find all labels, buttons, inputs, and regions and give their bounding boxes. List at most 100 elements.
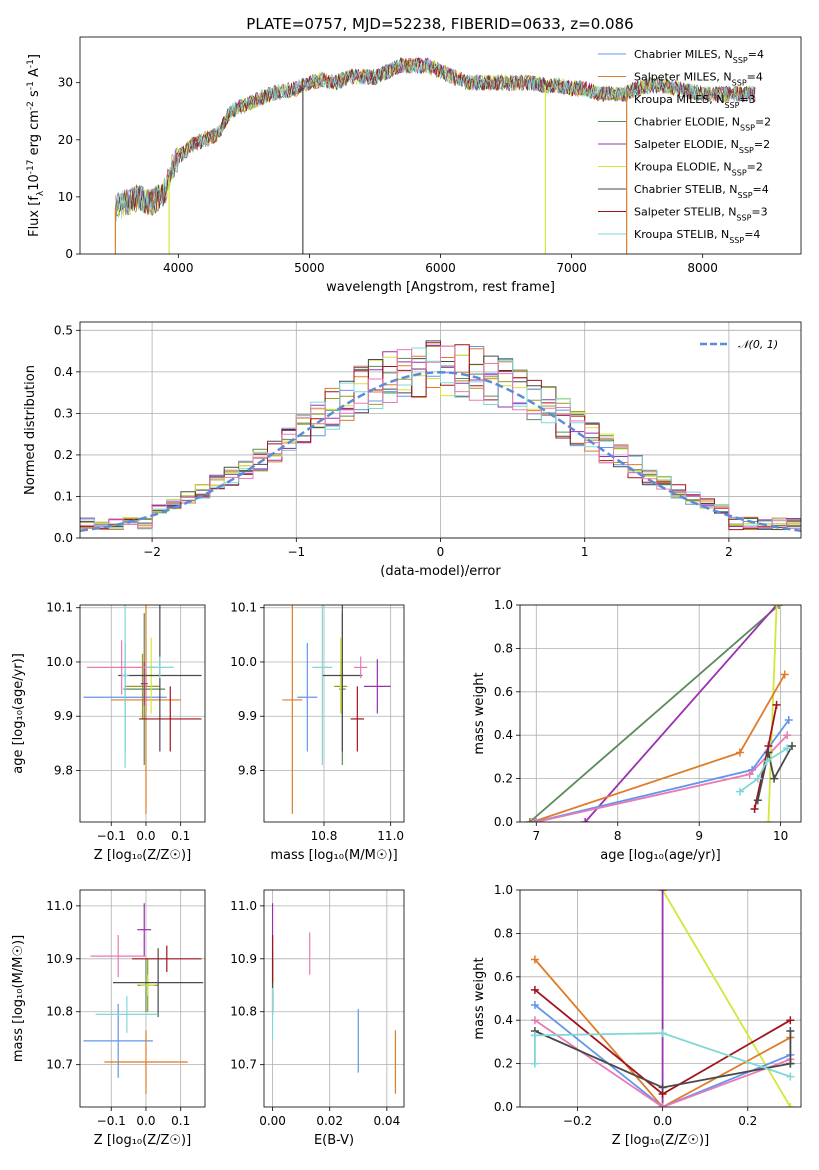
- x-tick-label: 0.0: [136, 1114, 155, 1128]
- y-tick-label: 10.9: [230, 952, 257, 966]
- y-axis-label-part: 10: [27, 174, 42, 191]
- weight-marker: [530, 1016, 539, 1025]
- panel-z-age: −0.1 0.0 0.1 9.8 9.9 10.0 10.1 Z [log₁₀(Z/Z☉)] a…: [11, 601, 206, 863]
- x-tick-label: 7: [532, 829, 540, 843]
- y-axis-label: mass weight: [472, 672, 487, 754]
- x-tick-label: 6000: [425, 261, 456, 275]
- x-tick-label: 8: [614, 829, 622, 843]
- weight-line: [739, 747, 788, 793]
- weight-marker: [788, 742, 797, 751]
- y-tick-label: 10.8: [230, 1005, 257, 1019]
- weight-marker: [658, 1103, 667, 1107]
- errorbar-point: [83, 1003, 153, 1078]
- y-axis-label-part: ]: [27, 54, 42, 59]
- weight-marker: [658, 1083, 667, 1092]
- y-axis-label-part: -17: [26, 160, 36, 175]
- x-tick-label: 0.0: [136, 829, 155, 843]
- weight-marker: [770, 774, 779, 783]
- y-tick-label: 0.0: [494, 815, 513, 829]
- weight-marker: [530, 818, 539, 822]
- x-tick-label: 8000: [687, 261, 718, 275]
- weight-line: [767, 605, 778, 822]
- weight-marker: [786, 1072, 795, 1081]
- x-tick-label: 0.02: [316, 1114, 343, 1128]
- panel-mass-age: 10.8 11.0 9.8 9.9 10.0 10.1 mass [log₁₀(M/M☉)]: [230, 601, 405, 863]
- legend-suffix: =2: [755, 116, 771, 129]
- errorbar-point: [145, 656, 174, 679]
- weight-marker: [762, 757, 771, 766]
- legend-suffix: =2: [754, 138, 770, 151]
- legend-subscript: SSP: [732, 78, 747, 87]
- y-axis-label-part: -2: [26, 101, 36, 110]
- errorbar-point: [364, 659, 391, 714]
- y-tick-label: 30: [58, 76, 73, 90]
- histogram-step: [80, 354, 801, 529]
- weight-marker: [735, 787, 744, 796]
- x-tick-label: 7000: [556, 261, 587, 275]
- y-axis-label-part: -1: [26, 81, 36, 90]
- panel-z-weight: −0.2 0.0 0.2 0.0 0.2 0.4 0.6 0.8 1.0 Z [log₁₀(Z/Z…: [472, 883, 802, 1148]
- plot-area: [83, 903, 204, 1094]
- legend-entry: Salpeter STELIB, NSSP=3: [634, 206, 768, 223]
- panel-ebv-mass: 0.00 0.02 0.04 10.7 10.8 10.9 11.0 E(B-V): [230, 889, 405, 1148]
- y-axis-label: Flux [fλ10-17 erg cm-2 s-1 A-1]: [26, 54, 46, 237]
- y-tick-label: 1.0: [494, 598, 513, 612]
- weight-marker: [530, 985, 539, 994]
- y-tick-label: 10.1: [46, 601, 73, 615]
- errorbar-point: [140, 661, 148, 706]
- axes-frame: [519, 604, 802, 823]
- weight-marker: [530, 1001, 539, 1010]
- axes-frame: [519, 889, 802, 1108]
- legend-text: Salpeter STELIB, N: [634, 206, 736, 219]
- y-tick-label: 0.3: [54, 406, 73, 420]
- x-tick-label: 10: [773, 829, 788, 843]
- legend-entry: Salpeter MILES, NSSP=4: [634, 71, 763, 88]
- errorbar-point: [104, 1030, 188, 1094]
- legend-entry: Kroupa ELODIE, NSSP=2: [634, 161, 763, 178]
- weight-marker: [775, 605, 784, 609]
- weight-marker: [783, 744, 792, 753]
- gaussian-curve: [80, 371, 801, 532]
- y-tick-label: 9.8: [54, 763, 73, 777]
- legend-suffix: =3: [751, 206, 767, 219]
- weight-marker: [658, 890, 667, 894]
- legend-suffix: =3: [739, 93, 755, 106]
- legend-text: Kroupa MILES, N: [634, 93, 724, 106]
- weight-marker: [786, 1103, 795, 1107]
- weight-marker: [786, 1027, 795, 1036]
- legend-entry: Salpeter ELODIE, NSSP=2: [634, 138, 770, 155]
- legend-subscript: SSP: [724, 101, 739, 110]
- panel-z-mass: −0.1 0.0 0.1 10.7 10.8 10.9 11.0 Z [log₁₀(Z/Z☉)…: [11, 889, 206, 1148]
- weight-line: [531, 673, 786, 822]
- x-axis-label: mass [log₁₀(M/M☉)]: [270, 848, 397, 863]
- y-axis-label: mass [log₁₀(M/M☉)]: [11, 935, 26, 1062]
- y-tick-label: 0.6: [494, 685, 513, 699]
- y-axis-label-part: s: [27, 90, 42, 101]
- weight-marker: [753, 774, 762, 783]
- y-tick-label: 10.9: [46, 952, 73, 966]
- x-tick-label: −0.1: [97, 829, 126, 843]
- x-tick-label: −0.1: [97, 1114, 126, 1128]
- weight-marker: [764, 818, 773, 822]
- x-axis-label: Z [log₁₀(Z/Z☉)]: [94, 848, 191, 863]
- x-tick-label: 0.2: [738, 1114, 757, 1128]
- y-tick-label: 0.2: [494, 772, 513, 786]
- x-tick-label: 10.8: [311, 829, 338, 843]
- legend-subscript: SSP: [740, 123, 755, 132]
- figure-title: PLATE=0757, MJD=52238, FIBERID=0633, z=0…: [246, 15, 633, 33]
- y-axis-label-part: erg cm: [27, 110, 42, 159]
- y-axis-label-part: λ: [36, 190, 46, 196]
- y-tick-label: 11.0: [46, 899, 73, 913]
- weight-marker: [786, 1059, 795, 1068]
- y-tick-label: 9.9: [238, 709, 257, 723]
- x-axis-label: (data-model)/error: [380, 564, 501, 579]
- legend-text: Salpeter MILES, N: [634, 71, 732, 84]
- x-axis-label: Z [log₁₀(Z/Z☉)]: [94, 1133, 191, 1148]
- axes-frame: [79, 36, 802, 255]
- errorbar-point: [140, 974, 155, 996]
- legend-suffix: =4: [744, 228, 760, 241]
- legend-subscript: SSP: [733, 56, 748, 65]
- weight-marker: [784, 716, 793, 725]
- x-axis-label: Z [log₁₀(Z/Z☉)]: [612, 1133, 709, 1148]
- weight-marker: [532, 818, 541, 822]
